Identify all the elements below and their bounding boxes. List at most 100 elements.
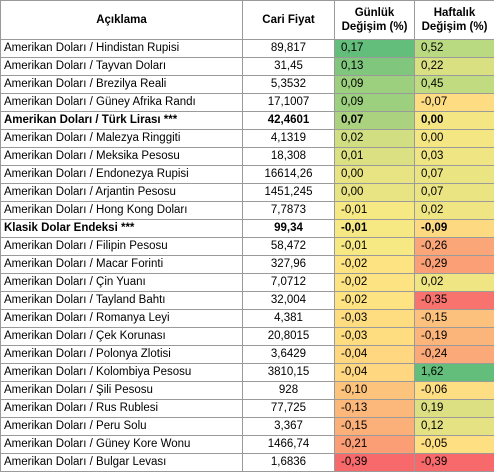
row-daily-change: -0,02 [335,274,415,292]
row-daily-change: -0,10 [335,382,415,400]
row-description: Amerikan Doları / Meksika Pesosu [1,148,243,166]
row-weekly-change: 0,00 [415,130,494,148]
row-weekly-change: -0,24 [415,346,494,364]
row-weekly-change: -0,15 [415,310,494,328]
row-current-price: 5,3532 [243,76,335,94]
row-description: Amerikan Doları / Arjantin Pesosu [1,184,243,202]
row-weekly-change: -0,07 [415,94,494,112]
row-weekly-change: 0,07 [415,184,494,202]
row-current-price: 327,96 [243,256,335,274]
row-daily-change: -0,01 [335,220,415,238]
row-current-price: 4,381 [243,310,335,328]
row-weekly-change: 0,22 [415,58,494,76]
row-description: Amerikan Doları / Brezilya Reali [1,76,243,94]
row-daily-change: 0,00 [335,184,415,202]
header-daily-line2: Değişim (%) [342,21,408,33]
row-daily-change: -0,04 [335,346,415,364]
row-daily-change: -0,21 [335,436,415,454]
row-daily-change: -0,15 [335,418,415,436]
row-weekly-change: -0,09 [415,220,494,238]
row-description: Amerikan Doları / Tayvan Doları [1,58,243,76]
row-description: Amerikan Doları / Çin Yuanı [1,274,243,292]
header-weekly-line2: Değişim (%) [422,21,488,33]
row-daily-change: -0,03 [335,310,415,328]
row-description: Amerikan Doları / Hong Kong Doları [1,202,243,220]
row-weekly-change: 0,02 [415,202,494,220]
row-description: Klasik Dolar Endeksi *** [1,220,243,238]
row-current-price: 3,367 [243,418,335,436]
row-daily-change: 0,07 [335,112,415,130]
row-weekly-change: 0,45 [415,76,494,94]
row-daily-change: 0,09 [335,94,415,112]
row-weekly-change: 0,19 [415,400,494,418]
row-description: Amerikan Doları / Rus Rublesi [1,400,243,418]
row-description: Amerikan Doları / Malezya Ringgiti [1,130,243,148]
row-description: Amerikan Doları / Kolombiya Pesosu [1,364,243,382]
row-daily-change: 0,01 [335,148,415,166]
row-current-price: 3810,15 [243,364,335,382]
row-current-price: 89,817 [243,40,335,58]
row-daily-change: -0,01 [335,238,415,256]
row-weekly-change: -0,26 [415,238,494,256]
row-current-price: 77,725 [243,400,335,418]
row-weekly-change: -0,35 [415,292,494,310]
header-weekly-line1: Haftalık [434,7,476,19]
table-row: Amerikan Doları / Türk Lirası ***42,4601… [1,112,494,130]
row-current-price: 31,45 [243,58,335,76]
row-current-price: 928 [243,382,335,400]
table-row: Klasik Dolar Endeksi ***99,34-0,01-0,09 [1,220,494,238]
row-current-price: 32,004 [243,292,335,310]
row-description: Amerikan Doları / Endonezya Rupisi [1,166,243,184]
row-weekly-change: 0,02 [415,274,494,292]
row-daily-change: -0,02 [335,292,415,310]
row-current-price: 18,308 [243,148,335,166]
row-daily-change: 0,09 [335,76,415,94]
row-description: Amerikan Doları / Türk Lirası *** [1,112,243,130]
row-daily-change: -0,01 [335,202,415,220]
row-weekly-change: 0,00 [415,112,494,130]
row-weekly-change: 0,07 [415,166,494,184]
row-weekly-change: 0,03 [415,148,494,166]
row-daily-change: 0,00 [335,166,415,184]
row-weekly-change: 1,62 [415,364,494,382]
row-current-price: 99,34 [243,220,335,238]
row-weekly-change: 0,52 [415,40,494,58]
row-weekly-change: -0,29 [415,256,494,274]
row-daily-change: -0,02 [335,256,415,274]
row-current-price: 17,1007 [243,94,335,112]
row-description: Amerikan Doları / Polonya Zlotisi [1,346,243,364]
row-current-price: 3,6429 [243,346,335,364]
row-daily-change: -0,04 [335,364,415,382]
row-description: Amerikan Doları / Çek Korunası [1,328,243,346]
row-current-price: 7,0712 [243,274,335,292]
header-weekly-change: Haftalık Değişim (%) [415,1,494,40]
row-daily-change: 0,17 [335,40,415,58]
row-current-price: 42,4601 [243,112,335,130]
row-current-price: 16614,26 [243,166,335,184]
row-weekly-change: -0,06 [415,382,494,400]
row-description: Amerikan Doları / Güney Afrika Randı [1,94,243,112]
row-description: Amerikan Doları / Şili Pesosu [1,382,243,400]
row-daily-change: -0,03 [335,328,415,346]
header-daily-change: Günlük Değişim (%) [335,1,415,40]
row-weekly-change: -0,19 [415,328,494,346]
row-description: Amerikan Doları / Hindistan Rupisi [1,40,243,58]
